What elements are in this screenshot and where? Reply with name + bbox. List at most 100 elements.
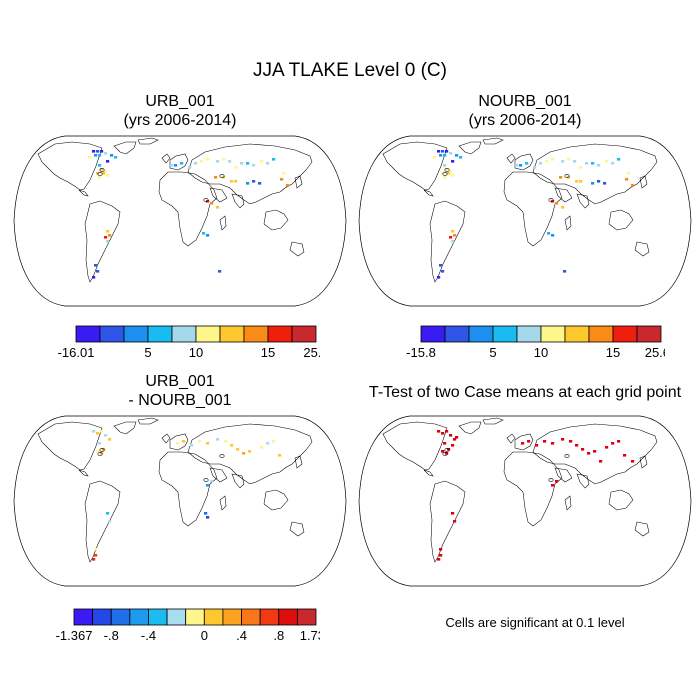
coastline [37, 141, 103, 191]
grid-cell [605, 446, 609, 449]
grid-cell [266, 442, 270, 445]
colorbar-swatch [267, 325, 293, 343]
grid-cell [190, 444, 194, 447]
grid-cell [449, 434, 453, 437]
colorbar-tick-label: -16.01 [58, 345, 95, 360]
grid-cell [198, 440, 202, 443]
colorbar-swatch [259, 608, 280, 626]
grid-cell [286, 184, 290, 187]
coastline [161, 433, 171, 444]
grid-cell [573, 160, 577, 163]
coastline [554, 187, 573, 203]
coastline [84, 200, 121, 283]
grid-cell [272, 158, 276, 161]
grid-cell [272, 440, 276, 443]
grid-cell [555, 480, 559, 483]
grid-cell [110, 154, 114, 157]
coastline [576, 473, 590, 489]
grid-cell [108, 520, 112, 523]
grid-cell [449, 236, 453, 239]
grid-cell [92, 150, 96, 153]
coastline [608, 489, 634, 511]
grid-cell [230, 444, 234, 447]
colorbar-tick-label: -15.8 [406, 345, 436, 360]
panel-nourb-title-line1: NOURB_001 [478, 93, 572, 110]
grid-cell [96, 432, 100, 435]
grid-cell [441, 270, 445, 273]
grid-cell [611, 162, 615, 165]
grid-cell [587, 452, 591, 455]
grid-cell [445, 150, 449, 153]
grid-cell [218, 270, 222, 273]
grid-cell [94, 154, 98, 157]
map-diff [13, 415, 347, 587]
coastline [137, 417, 159, 425]
grid-cell [451, 160, 455, 163]
grid-cell [104, 236, 108, 239]
grid-cell [439, 154, 443, 157]
grid-cell [439, 264, 443, 267]
grid-cell [551, 442, 555, 445]
grid-cell [521, 442, 525, 445]
grid-cell [575, 444, 579, 447]
grid-cell [545, 160, 549, 163]
grid-cell [597, 164, 601, 167]
significance-note: Cells are significant at 0.1 level [445, 615, 625, 630]
colorbar-swatch [171, 325, 197, 343]
grid-cell [94, 548, 98, 551]
colorbar-tick-label: 15 [261, 345, 275, 360]
grid-cell [535, 444, 539, 447]
grid-cell [92, 558, 96, 561]
grid-cell [597, 180, 601, 183]
grid-cell [242, 452, 246, 455]
colorbar-swatch [185, 608, 205, 626]
grid-cell [591, 162, 595, 165]
coastline [113, 421, 137, 435]
grid-cell [451, 240, 455, 243]
coastline [382, 421, 448, 471]
coastline [137, 137, 159, 145]
grid-cell [180, 162, 184, 165]
coastline [482, 137, 504, 145]
colorbar-swatch [612, 325, 638, 343]
grid-cell [445, 452, 449, 455]
grid-cell [519, 164, 523, 167]
coastline [429, 200, 466, 283]
colorbar-swatch [291, 325, 317, 343]
colorbar-swatch [243, 325, 269, 343]
colorbar-swatch [278, 608, 298, 626]
grid-cell [114, 156, 118, 159]
grid-cell [206, 234, 210, 237]
grid-cell [631, 184, 635, 187]
coastline [514, 153, 534, 171]
grid-cell [533, 166, 537, 169]
grid-cell [106, 174, 110, 177]
colorbar-swatch [468, 325, 494, 343]
coastline [231, 473, 245, 489]
grid-cell [441, 432, 445, 435]
grid-cell [451, 230, 455, 233]
grid-cell [437, 558, 441, 561]
grid-cell [278, 454, 282, 457]
grid-cell [623, 454, 627, 457]
grid-cell [551, 234, 555, 237]
panel-diff-title: URB_001 - NOURB_001 [25, 372, 335, 410]
grid-cell [451, 444, 455, 447]
colorbar-swatch [73, 608, 94, 626]
grid-cell [170, 164, 174, 167]
lake-outline [564, 174, 570, 178]
grid-cell [593, 450, 597, 453]
colorbar-swatch [166, 608, 187, 626]
grid-cell [559, 176, 563, 179]
coastline [84, 480, 121, 563]
colorbar-swatch [564, 325, 590, 343]
grid-cell [443, 164, 447, 167]
colorbar-swatch [516, 325, 542, 343]
coastline [263, 209, 289, 231]
grid-cell [240, 162, 244, 165]
coastline [187, 143, 313, 205]
grid-cell [561, 206, 565, 209]
map-frame [13, 135, 347, 307]
grid-cell [98, 176, 102, 179]
grid-cell [451, 174, 455, 177]
